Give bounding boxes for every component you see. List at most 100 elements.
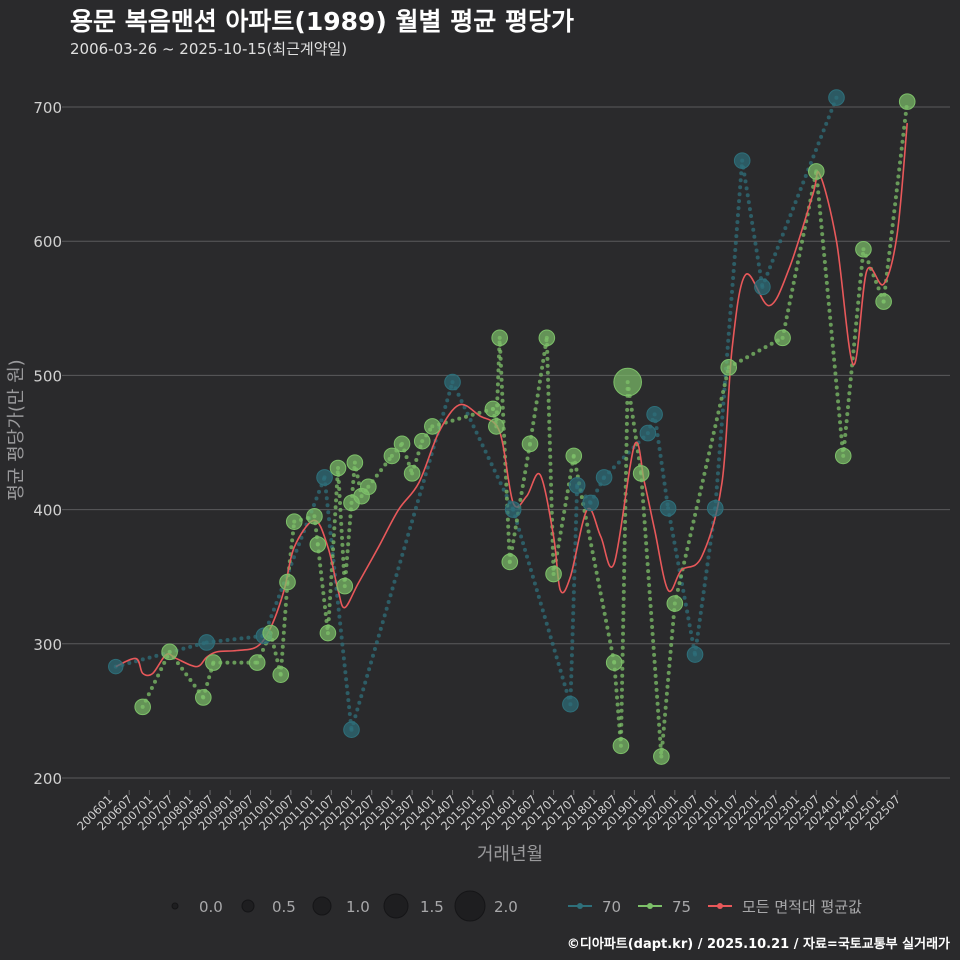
series-75-connector xyxy=(140,649,172,709)
series-70-point xyxy=(706,499,724,517)
series-70-point xyxy=(646,406,663,423)
chart-title: 용문 복음맨션 아파트(1989) 월별 평균 평당가 xyxy=(70,7,574,36)
legend-series-label: 75 xyxy=(672,898,691,916)
series-75-connector xyxy=(312,514,320,547)
legend-size-label: 0.5 xyxy=(272,898,296,916)
series-75-point xyxy=(360,478,377,496)
series-75-connector xyxy=(167,649,206,700)
series-70-point xyxy=(639,424,657,442)
y-tick-label: 500 xyxy=(33,367,62,385)
series-70-connector xyxy=(204,633,266,645)
series-70-point xyxy=(343,721,360,738)
series-75-connector xyxy=(507,441,532,564)
legend-size-label: 2.0 xyxy=(494,898,518,916)
series-70-point xyxy=(686,646,704,663)
series-70-connector xyxy=(740,158,765,289)
series-75-connector xyxy=(841,247,866,458)
series-75-point xyxy=(632,465,650,482)
series-70-point xyxy=(754,278,771,296)
series-75-point xyxy=(545,565,562,583)
legend-size-label: 1.0 xyxy=(346,898,370,916)
series-75-point xyxy=(309,536,327,553)
series-75-point xyxy=(134,698,151,716)
series-75-point xyxy=(898,93,916,110)
y-axis-label: 평균 평당가(만 원) xyxy=(6,359,27,500)
series-70-connector xyxy=(760,95,839,289)
credit: ©디아파트(dapt.kr) / 2025.10.21 / 자료=국토교통부 실… xyxy=(566,937,950,952)
series-75-connector xyxy=(672,365,731,606)
point-layer xyxy=(108,89,916,765)
series-75-connector xyxy=(551,453,576,577)
x-axis-label: 거래년월 xyxy=(477,844,543,865)
series-75-point xyxy=(491,329,508,347)
series-70-point xyxy=(595,469,613,486)
y-tick-label: 700 xyxy=(33,99,62,117)
y-axis-ticks: 200 300 400 500 600 700 xyxy=(33,99,62,788)
legend-series-dot xyxy=(647,903,653,909)
series-75-connector xyxy=(625,380,644,476)
series-75-point xyxy=(875,293,892,310)
series-75-point xyxy=(424,418,441,435)
series-75-point xyxy=(488,418,505,435)
series-75-connector xyxy=(336,465,347,589)
legend-series-label: 모든 면적대 평균값 xyxy=(742,898,862,916)
legend-size-circle xyxy=(171,902,179,910)
series-75-point xyxy=(774,329,791,347)
series-75-point xyxy=(613,367,642,397)
series-75-point xyxy=(612,737,630,755)
series-75-point xyxy=(484,400,502,418)
y-tick-label: 600 xyxy=(33,233,62,251)
x-axis-ticks: 2006012006072007012007072008012008072009… xyxy=(74,790,903,833)
series-75-connector xyxy=(618,380,630,748)
series-75-point xyxy=(262,624,279,642)
series-75-connector xyxy=(278,580,290,677)
connector-layer xyxy=(113,95,910,759)
series-75-point xyxy=(807,163,825,180)
series-70-point xyxy=(733,152,751,169)
series-75-point xyxy=(565,447,583,465)
series-75-point xyxy=(161,643,178,661)
series-75-connector xyxy=(814,169,846,458)
series-75-connector xyxy=(726,335,785,370)
series-75-point xyxy=(272,666,290,683)
series-70-connector xyxy=(568,483,580,707)
series-70-point xyxy=(562,695,579,713)
series-70-connector xyxy=(588,475,607,505)
legend-size-circle xyxy=(383,893,409,919)
series-70-connector xyxy=(450,380,516,512)
series-75-connector xyxy=(881,99,910,304)
series-75-point xyxy=(329,459,347,477)
series-70-connector xyxy=(713,158,745,511)
series-75-point xyxy=(855,240,872,258)
series-75-point xyxy=(346,454,364,471)
series-70-point xyxy=(198,634,215,651)
series-75-point xyxy=(248,654,266,671)
series-75-point xyxy=(538,329,556,347)
series-70-point xyxy=(316,469,333,486)
legend-series-label: 70 xyxy=(602,898,621,916)
series-70-point xyxy=(568,477,586,494)
series-75-point xyxy=(403,465,421,482)
series-75-point xyxy=(666,595,684,612)
average-line xyxy=(115,123,909,677)
series-70-point xyxy=(582,494,599,512)
chart-subtitle: 2006-03-26 ~ 2025-10-15(최근계약일) xyxy=(70,40,348,58)
legend-size-label: 0.0 xyxy=(199,898,223,916)
series-75-point xyxy=(205,654,222,671)
y-tick-label: 300 xyxy=(33,636,62,654)
y-tick-label: 200 xyxy=(33,770,62,788)
series-75-connector xyxy=(861,247,886,304)
series-75-point xyxy=(501,553,519,571)
legend-size-circle xyxy=(312,896,332,916)
series-70-connector xyxy=(261,475,327,638)
series-70-connector xyxy=(322,475,354,732)
series-75-point xyxy=(285,513,303,530)
series-75-point xyxy=(653,748,670,765)
series-75-point xyxy=(393,435,411,453)
price-chart: 200 300 400 500 600 700 200601200607200701200… xyxy=(6,89,950,922)
series-75-connector xyxy=(544,335,556,577)
series-70-point xyxy=(108,658,124,675)
series-75-connector xyxy=(342,500,354,589)
legend-size-label: 1.5 xyxy=(420,898,444,916)
series-75-point xyxy=(336,577,354,595)
